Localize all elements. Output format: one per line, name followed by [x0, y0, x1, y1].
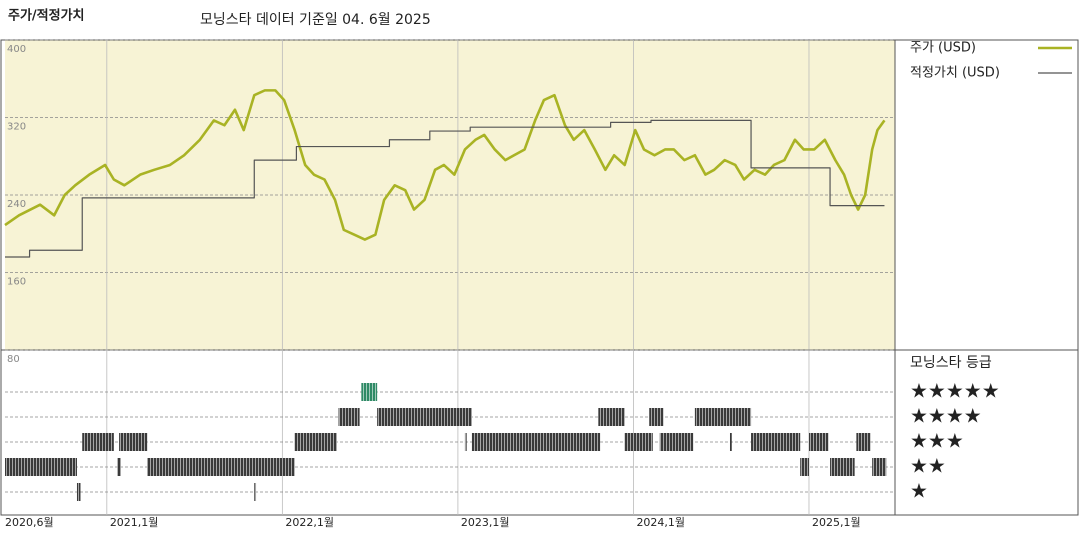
- y-tick-label: 240: [7, 199, 26, 210]
- series-line: [4, 89, 886, 241]
- legend-label: 주가 (USD): [910, 41, 976, 56]
- rating-hatch: [872, 458, 887, 476]
- rating-segment: [694, 408, 752, 426]
- rating-hatch: [598, 408, 625, 426]
- rating-segment: [649, 408, 664, 426]
- legend-label: 적정가치 (USD): [910, 66, 1000, 81]
- rating-hatch: [649, 408, 664, 426]
- rating-hatch: [119, 433, 148, 451]
- rating-hatch: [147, 458, 295, 476]
- rating-segment: [254, 483, 257, 501]
- rating-hatch: [624, 433, 653, 451]
- y-tick-label: ★: [910, 479, 928, 503]
- rating-segment: [872, 458, 887, 476]
- rating-hatch: [117, 458, 121, 476]
- rating-segment: [856, 433, 871, 451]
- rating-segment: [294, 433, 337, 451]
- rating-segment: [361, 383, 378, 401]
- rating-segment: [82, 433, 114, 451]
- rating-segment: [377, 408, 472, 426]
- rating-segment: [624, 433, 653, 451]
- x-tick-label: 2023,1월: [461, 516, 510, 529]
- rating-hatch: [464, 433, 467, 451]
- rating-segment: [808, 433, 829, 451]
- y-tick-label: 160: [7, 277, 26, 288]
- y-tick-label: ★★★: [910, 429, 964, 453]
- chart-subtitle: 모닝스타 데이터 기준일 04. 6월 2025: [200, 12, 431, 28]
- y-tick-label: ★★: [910, 454, 946, 478]
- rating-segment: [830, 458, 855, 476]
- y-tick-label: ★★★★★: [910, 379, 1000, 403]
- rating-hatch: [729, 433, 732, 451]
- rating-hatch: [5, 458, 77, 476]
- x-tick-label: 2020,6월: [5, 516, 54, 529]
- frame: [0, 39, 1079, 516]
- rating-hatch: [751, 433, 801, 451]
- rating-hatch: [361, 383, 378, 401]
- y-tick-label: ★★★★: [910, 404, 982, 428]
- rating-segment: [117, 458, 121, 476]
- rating-segment: [659, 433, 694, 451]
- rating-hatch: [808, 433, 829, 451]
- chart-title: 주가/적정가치: [8, 8, 85, 24]
- rating-hatch: [830, 458, 855, 476]
- rating-hatch: [338, 408, 360, 426]
- rating-hatch: [659, 433, 694, 451]
- rating-segment: [5, 458, 77, 476]
- rating-hatch: [694, 408, 752, 426]
- rating-hatch: [294, 433, 337, 451]
- x-tick-label: 2021,1월: [110, 516, 159, 529]
- x-tick-label: 2022,1월: [285, 516, 334, 529]
- rating-title: 모닝스타 등급: [910, 355, 992, 371]
- rating-segment: [751, 433, 801, 451]
- rating-segment: [729, 433, 732, 451]
- y-tick-label: 80: [7, 354, 20, 365]
- y-tick-label: 400: [7, 44, 26, 55]
- rating-segment: [800, 458, 809, 476]
- rating-hatch: [377, 408, 472, 426]
- rating-segment: [147, 458, 295, 476]
- rating-segment: [598, 408, 625, 426]
- rating-hatch: [856, 433, 871, 451]
- rating-hatch: [82, 433, 114, 451]
- y-tick-label: 320: [7, 122, 26, 133]
- series-line: [5, 119, 885, 258]
- rating-hatch: [800, 458, 809, 476]
- rating-hatch: [76, 483, 81, 501]
- rating-segment: [119, 433, 148, 451]
- rating-segment: [76, 483, 81, 501]
- rating-segment: [338, 408, 360, 426]
- x-tick-label: 2024,1월: [636, 516, 685, 529]
- rating-hatch: [471, 433, 601, 451]
- rating-segment: [464, 433, 467, 451]
- rating-hatch: [254, 483, 257, 501]
- x-tick-label: 2025,1월: [812, 516, 861, 529]
- rating-segment: [471, 433, 601, 451]
